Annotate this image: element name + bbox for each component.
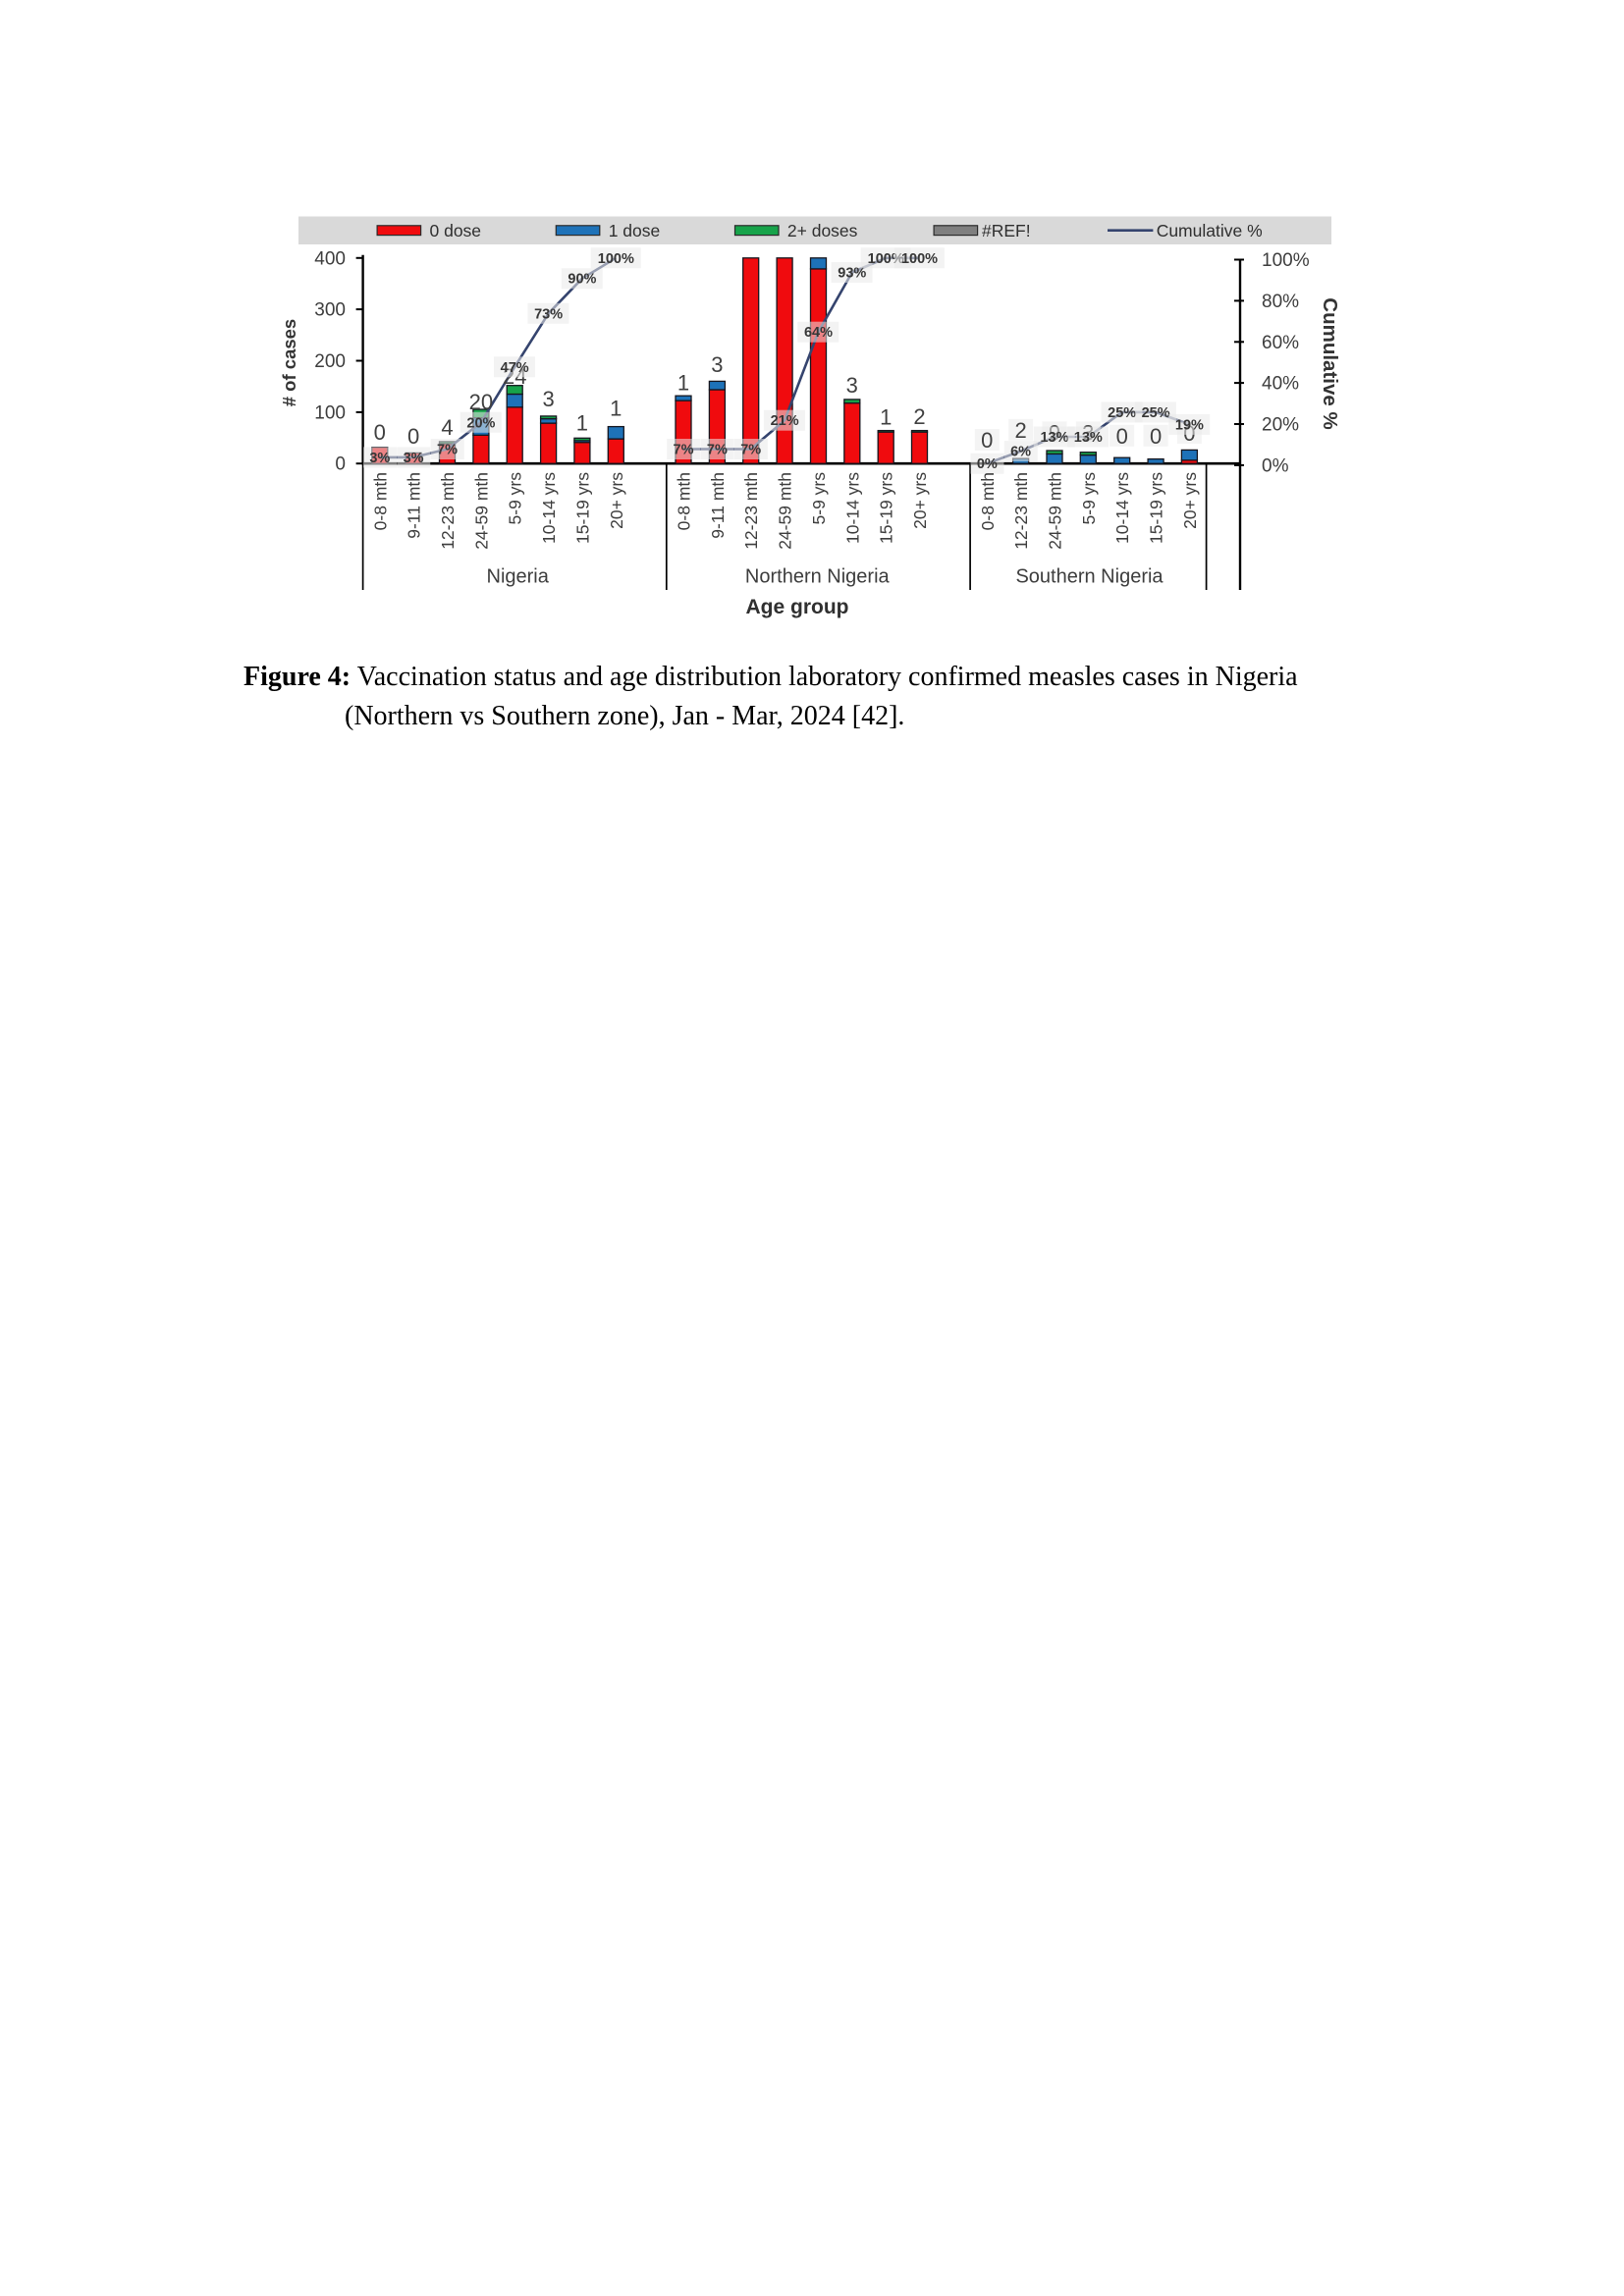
svg-text:20+ yrs: 20+ yrs xyxy=(910,472,930,529)
svg-text:93%: 93% xyxy=(838,266,866,282)
svg-text:10-14 yrs: 10-14 yrs xyxy=(1112,472,1132,544)
svg-text:0: 0 xyxy=(335,454,346,475)
svg-text:12-23 mth: 12-23 mth xyxy=(438,472,458,550)
svg-text:3: 3 xyxy=(846,373,858,398)
svg-text:5-9 yrs: 5-9 yrs xyxy=(506,472,525,525)
svg-text:20+ yrs: 20+ yrs xyxy=(1180,472,1200,529)
svg-text:20%: 20% xyxy=(1262,415,1299,436)
svg-text:12-23 mth: 12-23 mth xyxy=(1011,472,1031,550)
svg-text:3: 3 xyxy=(542,387,554,411)
svg-text:20: 20 xyxy=(469,390,493,414)
svg-text:0: 0 xyxy=(1150,424,1162,449)
svg-text:90%: 90% xyxy=(568,272,596,288)
svg-text:7%: 7% xyxy=(707,443,728,458)
svg-text:13%: 13% xyxy=(1074,430,1103,446)
svg-text:# of cases: # of cases xyxy=(279,319,299,406)
svg-text:Cumulative %: Cumulative % xyxy=(1319,297,1341,429)
svg-text:24-59 mth: 24-59 mth xyxy=(471,472,491,550)
svg-text:60%: 60% xyxy=(1262,333,1299,353)
svg-text:100%: 100% xyxy=(901,251,938,267)
svg-text:Northern Nigeria: Northern Nigeria xyxy=(745,566,891,588)
svg-text:10-14 yrs: 10-14 yrs xyxy=(539,472,559,544)
svg-text:40%: 40% xyxy=(1262,374,1299,395)
svg-text:0-8 mth: 0-8 mth xyxy=(978,472,998,530)
svg-text:0: 0 xyxy=(407,424,419,449)
svg-text:9-11 mth: 9-11 mth xyxy=(708,472,728,539)
svg-text:Southern Nigeria: Southern Nigeria xyxy=(1015,566,1164,588)
svg-text:400: 400 xyxy=(314,248,346,269)
svg-text:24-59 mth: 24-59 mth xyxy=(776,472,795,550)
svg-text:9-11 mth: 9-11 mth xyxy=(405,472,424,539)
svg-text:7%: 7% xyxy=(437,443,458,458)
svg-text:0-8 mth: 0-8 mth xyxy=(675,472,694,530)
svg-text:0: 0 xyxy=(374,420,386,445)
svg-text:2+ doses: 2+ doses xyxy=(787,221,858,240)
svg-text:25%: 25% xyxy=(1142,405,1170,421)
svg-text:1: 1 xyxy=(677,371,689,396)
svg-text:5-9 yrs: 5-9 yrs xyxy=(809,472,829,525)
svg-text:19%: 19% xyxy=(1175,417,1204,433)
svg-text:100%: 100% xyxy=(598,251,634,267)
svg-text:47%: 47% xyxy=(501,360,529,376)
svg-text:15-19 yrs: 15-19 yrs xyxy=(877,472,896,544)
svg-text:10-14 yrs: 10-14 yrs xyxy=(842,472,862,544)
svg-text:300: 300 xyxy=(314,300,346,321)
svg-text:4: 4 xyxy=(441,415,453,440)
svg-text:Age group: Age group xyxy=(746,596,849,618)
svg-text:7%: 7% xyxy=(740,443,761,458)
svg-text:25%: 25% xyxy=(1108,405,1136,421)
svg-text:12-23 mth: 12-23 mth xyxy=(741,472,761,550)
svg-text:0: 0 xyxy=(981,428,993,453)
svg-text:0%: 0% xyxy=(1262,455,1289,476)
svg-text:1: 1 xyxy=(880,405,892,430)
svg-text:1 dose: 1 dose xyxy=(609,221,661,240)
svg-text:15-19 yrs: 15-19 yrs xyxy=(1147,472,1166,544)
svg-text:13%: 13% xyxy=(1040,430,1068,446)
svg-text:0-8 mth: 0-8 mth xyxy=(370,472,390,530)
svg-text:3%: 3% xyxy=(404,451,424,466)
svg-text:3: 3 xyxy=(711,352,723,377)
svg-text:100%: 100% xyxy=(1262,250,1310,271)
svg-text:Nigeria: Nigeria xyxy=(487,566,550,588)
svg-text:73%: 73% xyxy=(534,306,563,322)
svg-text:1: 1 xyxy=(610,396,622,420)
svg-text:20+ yrs: 20+ yrs xyxy=(607,472,626,529)
svg-text:80%: 80% xyxy=(1262,292,1299,312)
svg-text:24-59 mth: 24-59 mth xyxy=(1046,472,1065,550)
svg-text:0 dose: 0 dose xyxy=(430,221,482,240)
svg-text:1: 1 xyxy=(576,411,588,436)
svg-text:#REF!: #REF! xyxy=(982,221,1031,240)
svg-text:64%: 64% xyxy=(804,325,833,341)
svg-text:Cumulative %: Cumulative % xyxy=(1157,221,1263,240)
svg-text:15-19 yrs: 15-19 yrs xyxy=(572,472,592,544)
svg-text:0: 0 xyxy=(1116,424,1128,449)
svg-text:2: 2 xyxy=(1014,418,1026,443)
svg-text:200: 200 xyxy=(314,351,346,372)
svg-text:3%: 3% xyxy=(369,451,390,466)
svg-text:7%: 7% xyxy=(674,443,694,458)
svg-text:0%: 0% xyxy=(977,456,998,472)
svg-text:100: 100 xyxy=(314,402,346,423)
svg-text:20%: 20% xyxy=(466,415,495,431)
svg-text:5-9 yrs: 5-9 yrs xyxy=(1079,472,1099,525)
svg-text:6%: 6% xyxy=(1010,445,1031,460)
svg-text:21%: 21% xyxy=(771,413,799,429)
svg-text:2: 2 xyxy=(913,404,925,429)
